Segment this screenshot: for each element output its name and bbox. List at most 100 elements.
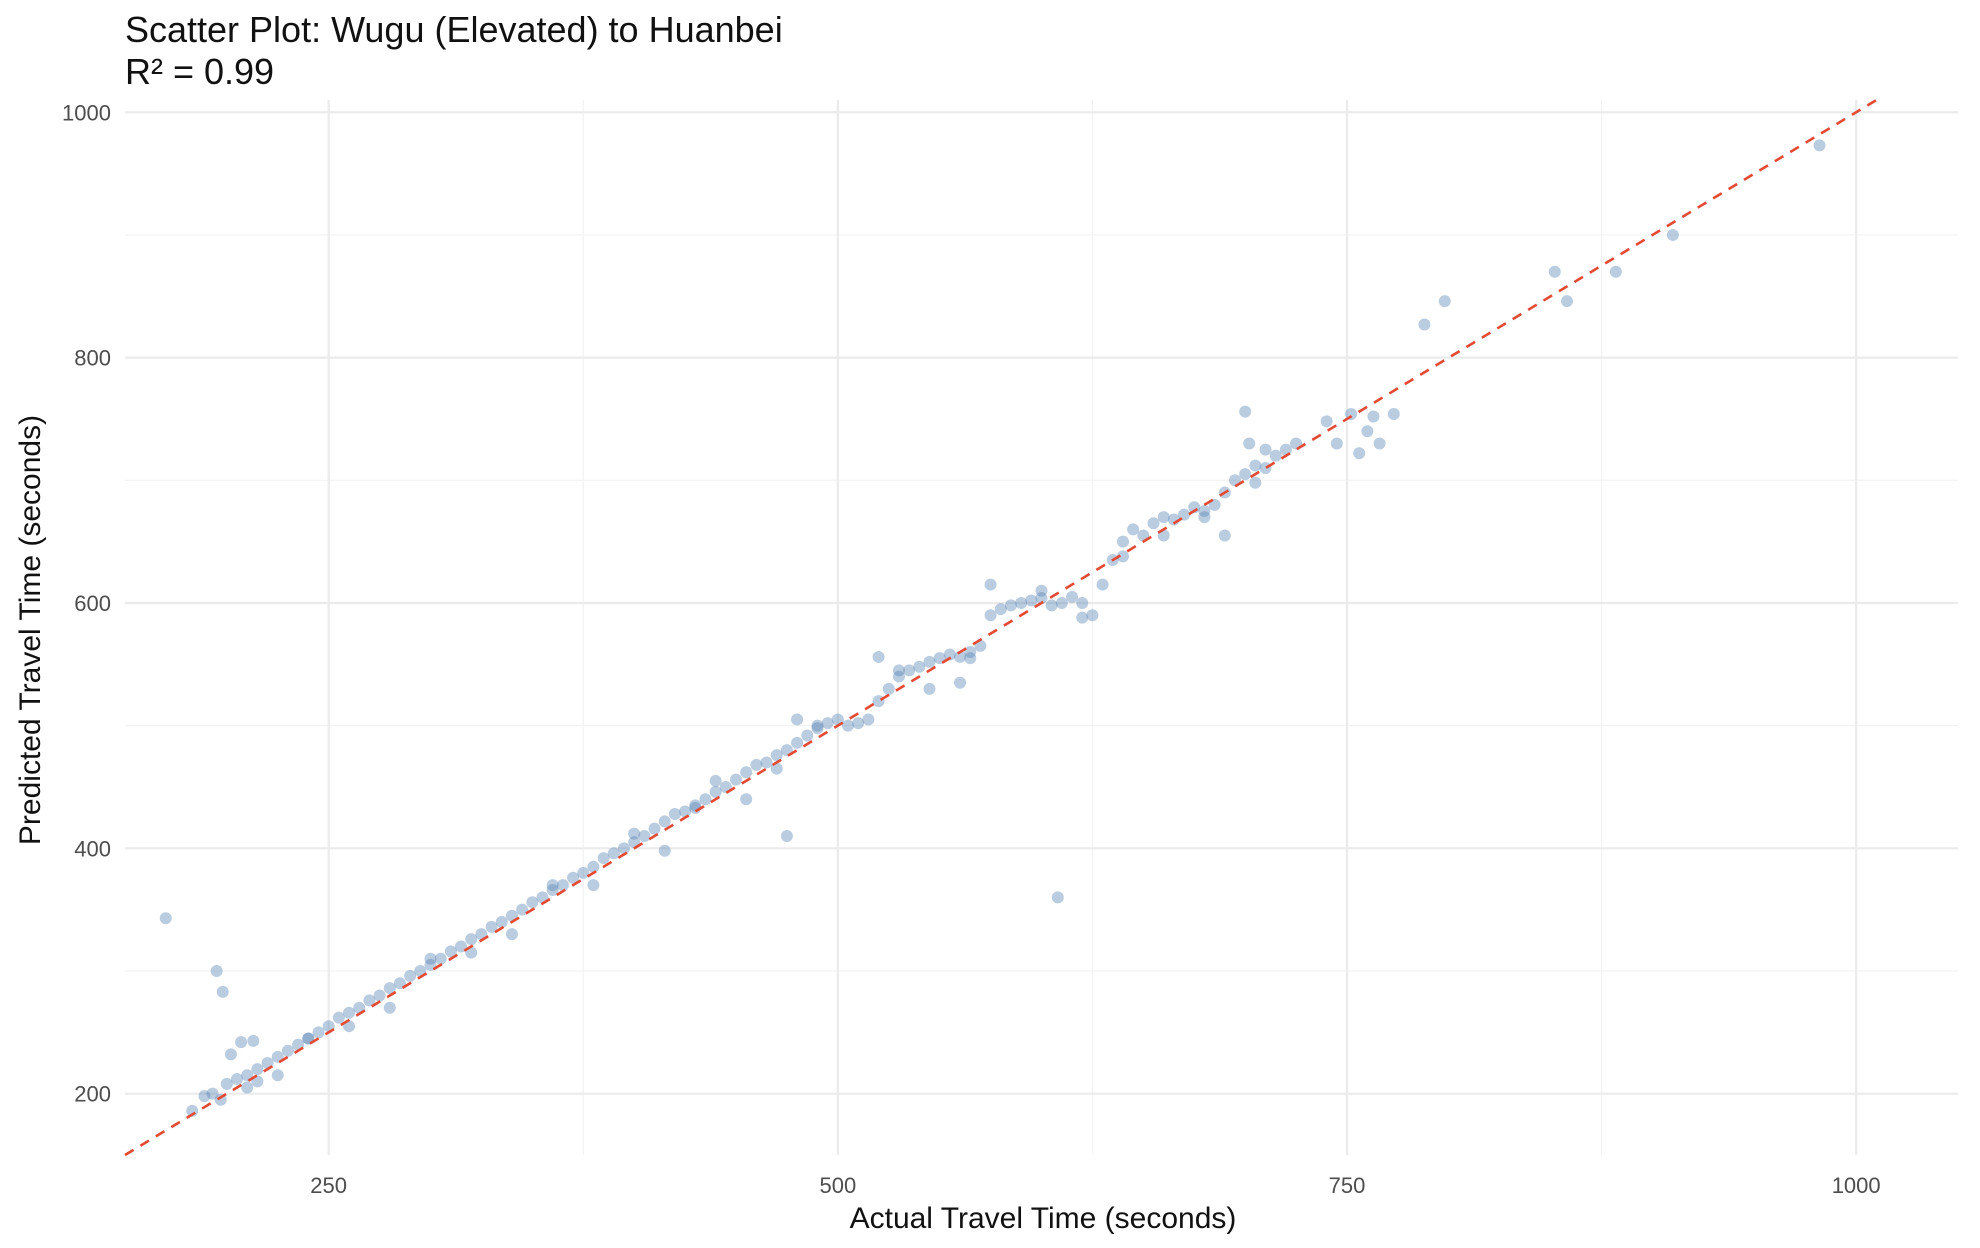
y-tick-label: 600 — [74, 591, 111, 616]
data-point — [872, 650, 885, 663]
data-point — [1239, 405, 1252, 418]
tick-labels-layer: 250 500 750 1000 200 400 600 800 1000 — [62, 100, 1881, 1198]
data-point — [923, 655, 936, 668]
data-point — [730, 773, 742, 786]
data-point — [943, 648, 956, 661]
data-point — [526, 896, 539, 909]
data-point — [1147, 517, 1160, 530]
data-point — [505, 928, 518, 941]
data-point — [587, 860, 600, 873]
data-point — [216, 985, 229, 998]
data-point — [220, 1077, 233, 1090]
data-point — [699, 793, 712, 806]
data-point — [1076, 611, 1089, 624]
data-point — [1259, 443, 1272, 456]
data-point — [251, 1063, 264, 1076]
data-point — [224, 1048, 237, 1061]
x-tick-label: 250 — [310, 1173, 347, 1198]
data-point — [607, 847, 620, 860]
data-point — [247, 1034, 260, 1047]
data-point — [444, 945, 457, 958]
data-point — [1269, 449, 1282, 462]
data-point — [1076, 596, 1089, 609]
data-point — [1004, 599, 1017, 612]
data-point — [1116, 535, 1129, 548]
data-point — [668, 807, 681, 820]
y-tick-label: 800 — [74, 346, 111, 371]
data-point — [923, 682, 936, 695]
data-point — [1045, 599, 1058, 612]
data-point — [964, 646, 977, 659]
data-point — [821, 717, 834, 730]
data-point — [1198, 504, 1211, 517]
data-point — [994, 603, 1007, 616]
y-tick-label: 1000 — [62, 100, 111, 125]
data-point — [1609, 265, 1622, 278]
data-point — [913, 660, 926, 673]
data-point — [1218, 529, 1231, 542]
chart-title: Scatter Plot: Wugu (Elevated) to Huanbei — [125, 9, 783, 50]
data-point — [556, 879, 569, 892]
data-point — [485, 920, 498, 933]
data-point — [206, 1087, 219, 1100]
data-point — [872, 695, 885, 708]
data-point — [1560, 295, 1573, 308]
data-point — [281, 1044, 294, 1057]
reference-line — [124, 98, 1878, 1157]
data-point — [1320, 415, 1333, 428]
data-point — [709, 785, 722, 798]
data-point — [984, 609, 997, 622]
data-point — [1361, 425, 1374, 438]
data-point — [198, 1090, 211, 1103]
data-point — [1055, 596, 1068, 609]
data-point — [1086, 609, 1099, 622]
data-point — [516, 903, 529, 916]
data-point — [1066, 590, 1079, 603]
data-point — [658, 815, 671, 828]
x-tick-label: 500 — [819, 1173, 856, 1198]
data-point — [241, 1081, 254, 1094]
data-point — [811, 719, 824, 732]
data-point — [791, 713, 804, 726]
data-point — [801, 729, 814, 742]
data-point — [210, 964, 223, 977]
data-point — [312, 1026, 325, 1039]
data-point — [546, 884, 559, 897]
data-point — [1387, 408, 1400, 421]
data-point — [1025, 594, 1038, 607]
data-point — [1813, 139, 1826, 152]
points-layer — [159, 139, 1826, 1117]
data-point — [1373, 437, 1386, 450]
data-point — [852, 717, 865, 730]
data-point — [404, 969, 417, 982]
data-point — [1116, 550, 1129, 563]
data-point — [638, 830, 651, 843]
data-point — [159, 912, 172, 925]
data-point — [1249, 476, 1262, 489]
data-point — [679, 805, 692, 818]
data-point — [271, 1069, 284, 1082]
data-point — [984, 578, 997, 591]
data-point — [235, 1036, 248, 1049]
data-point — [383, 982, 396, 995]
reference-line-layer — [124, 98, 1878, 1157]
grid-layer — [125, 100, 1958, 1155]
y-tick-label: 400 — [74, 836, 111, 861]
data-point — [709, 774, 722, 787]
data-point — [954, 650, 967, 663]
data-point — [862, 713, 875, 726]
data-point — [1157, 511, 1170, 524]
data-point — [1249, 459, 1262, 472]
data-point — [1243, 437, 1256, 450]
data-point — [892, 670, 905, 683]
x-tick-label: 750 — [1329, 1173, 1366, 1198]
data-point — [434, 952, 447, 965]
data-point — [1353, 447, 1366, 460]
data-point — [1548, 265, 1561, 278]
data-point — [1418, 318, 1431, 331]
data-point — [587, 879, 600, 892]
data-point — [424, 952, 437, 965]
data-point — [964, 652, 977, 665]
data-point — [1367, 410, 1380, 423]
